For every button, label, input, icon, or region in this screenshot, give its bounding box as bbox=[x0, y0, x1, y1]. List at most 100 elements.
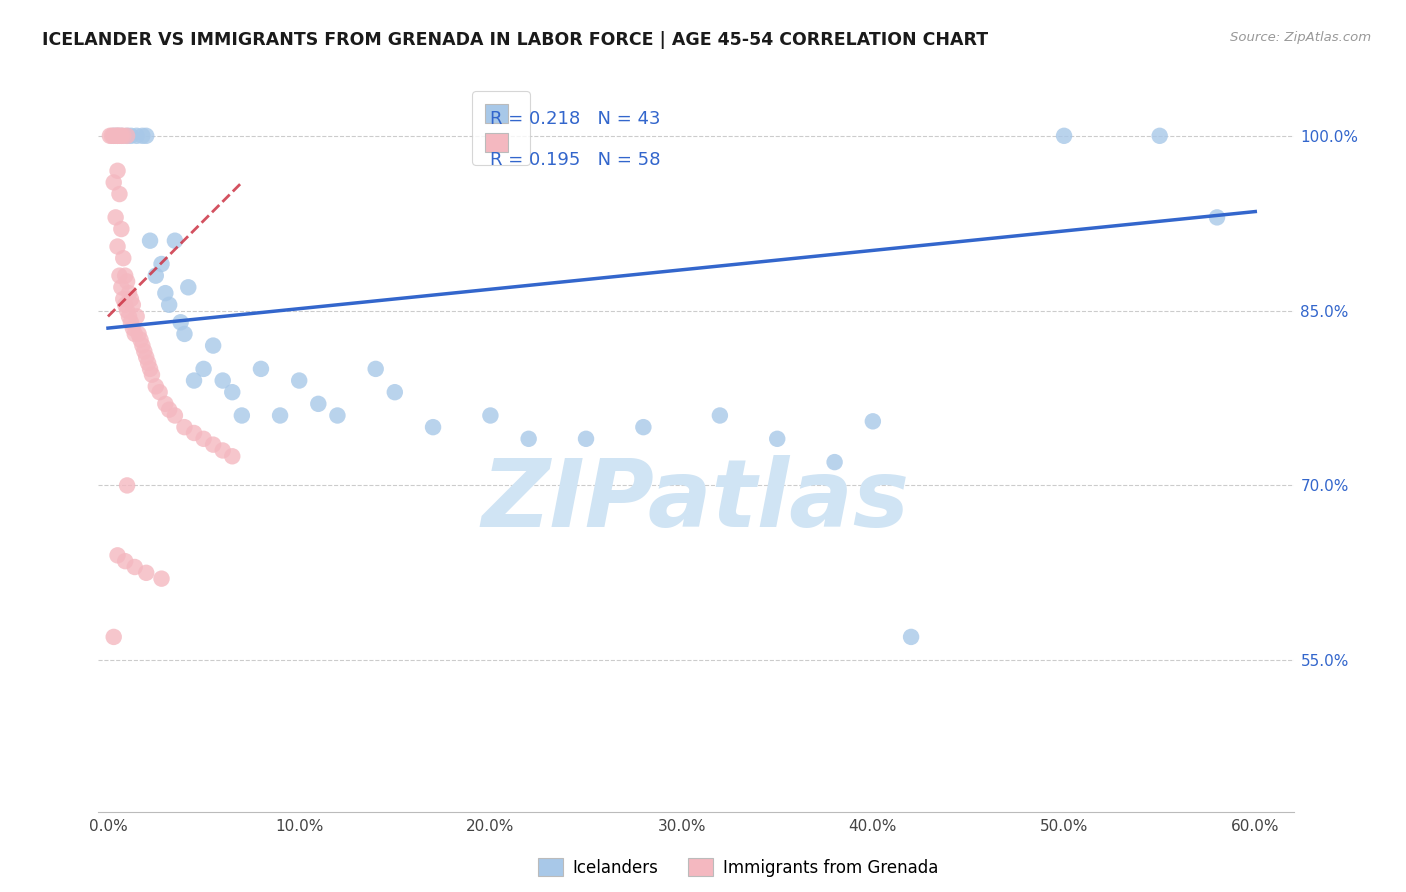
Point bbox=[766, 432, 789, 446]
Point bbox=[124, 326, 146, 341]
Point bbox=[169, 315, 191, 329]
Point bbox=[115, 275, 138, 289]
Point bbox=[221, 385, 243, 400]
Point bbox=[98, 128, 121, 143]
Point bbox=[157, 402, 180, 417]
Point bbox=[145, 379, 167, 393]
Point bbox=[155, 397, 177, 411]
Point bbox=[103, 128, 125, 143]
Point bbox=[157, 298, 180, 312]
Point bbox=[575, 432, 598, 446]
Point bbox=[110, 280, 132, 294]
Point bbox=[250, 362, 273, 376]
Point bbox=[107, 128, 129, 143]
Point bbox=[163, 234, 186, 248]
Point bbox=[193, 432, 215, 446]
Text: Source: ZipAtlas.com: Source: ZipAtlas.com bbox=[1230, 31, 1371, 45]
Point bbox=[173, 326, 195, 341]
Point bbox=[125, 310, 148, 324]
Point bbox=[118, 310, 141, 324]
Point bbox=[183, 374, 205, 388]
Point bbox=[633, 420, 655, 434]
Point bbox=[103, 630, 125, 644]
Point bbox=[231, 409, 253, 423]
Point bbox=[163, 409, 186, 423]
Point bbox=[211, 374, 233, 388]
Point bbox=[202, 437, 225, 451]
Point bbox=[136, 356, 159, 370]
Point bbox=[121, 298, 143, 312]
Point bbox=[114, 298, 136, 312]
Point bbox=[110, 222, 132, 236]
Point bbox=[121, 321, 143, 335]
Point bbox=[101, 128, 124, 143]
Point bbox=[107, 163, 129, 178]
Point bbox=[108, 268, 131, 283]
Point bbox=[107, 128, 129, 143]
Point bbox=[112, 128, 135, 143]
Point bbox=[110, 128, 132, 143]
Point bbox=[862, 414, 884, 428]
Point bbox=[103, 128, 125, 143]
Point bbox=[211, 443, 233, 458]
Point bbox=[173, 420, 195, 434]
Point bbox=[150, 572, 173, 586]
Point bbox=[141, 368, 163, 382]
Point bbox=[135, 128, 157, 143]
Point bbox=[112, 292, 135, 306]
Point bbox=[149, 385, 172, 400]
Text: ICELANDER VS IMMIGRANTS FROM GRENADA IN LABOR FORCE | AGE 45-54 CORRELATION CHAR: ICELANDER VS IMMIGRANTS FROM GRENADA IN … bbox=[42, 31, 988, 49]
Point bbox=[135, 350, 157, 364]
Legend: Icelanders, Immigrants from Grenada: Icelanders, Immigrants from Grenada bbox=[531, 852, 945, 883]
Point bbox=[221, 450, 243, 464]
Text: R = 0.195   N = 58: R = 0.195 N = 58 bbox=[491, 151, 661, 169]
Point bbox=[108, 187, 131, 202]
Point bbox=[183, 425, 205, 440]
Point bbox=[120, 292, 142, 306]
Legend: , : , bbox=[472, 91, 530, 165]
Point bbox=[155, 286, 177, 301]
Point bbox=[139, 362, 162, 376]
Point bbox=[115, 128, 138, 143]
Point bbox=[900, 630, 922, 644]
Point bbox=[288, 374, 311, 388]
Point bbox=[150, 257, 173, 271]
Point bbox=[120, 315, 142, 329]
Point bbox=[120, 128, 142, 143]
Point bbox=[145, 268, 167, 283]
Point bbox=[177, 280, 200, 294]
Point bbox=[139, 234, 162, 248]
Point bbox=[517, 432, 540, 446]
Point bbox=[135, 566, 157, 580]
Point bbox=[128, 326, 150, 341]
Point bbox=[103, 176, 125, 190]
Point bbox=[114, 268, 136, 283]
Point bbox=[129, 333, 152, 347]
Point bbox=[115, 128, 138, 143]
Point bbox=[115, 303, 138, 318]
Point bbox=[118, 286, 141, 301]
Point bbox=[269, 409, 291, 423]
Point bbox=[326, 409, 349, 423]
Point bbox=[131, 128, 153, 143]
Point bbox=[824, 455, 846, 469]
Point bbox=[364, 362, 387, 376]
Point bbox=[709, 409, 731, 423]
Point bbox=[1053, 128, 1076, 143]
Point bbox=[422, 420, 444, 434]
Point bbox=[131, 338, 153, 352]
Point bbox=[107, 128, 129, 143]
Point bbox=[1206, 211, 1229, 225]
Text: R = 0.218   N = 43: R = 0.218 N = 43 bbox=[491, 110, 661, 128]
Point bbox=[384, 385, 406, 400]
Point bbox=[107, 549, 129, 563]
Point bbox=[108, 128, 131, 143]
Point bbox=[134, 344, 156, 359]
Point bbox=[202, 338, 225, 352]
Point bbox=[125, 128, 148, 143]
Text: ZIPatlas: ZIPatlas bbox=[482, 455, 910, 547]
Point bbox=[104, 211, 127, 225]
Point bbox=[124, 560, 146, 574]
Point bbox=[110, 128, 132, 143]
Point bbox=[1149, 128, 1171, 143]
